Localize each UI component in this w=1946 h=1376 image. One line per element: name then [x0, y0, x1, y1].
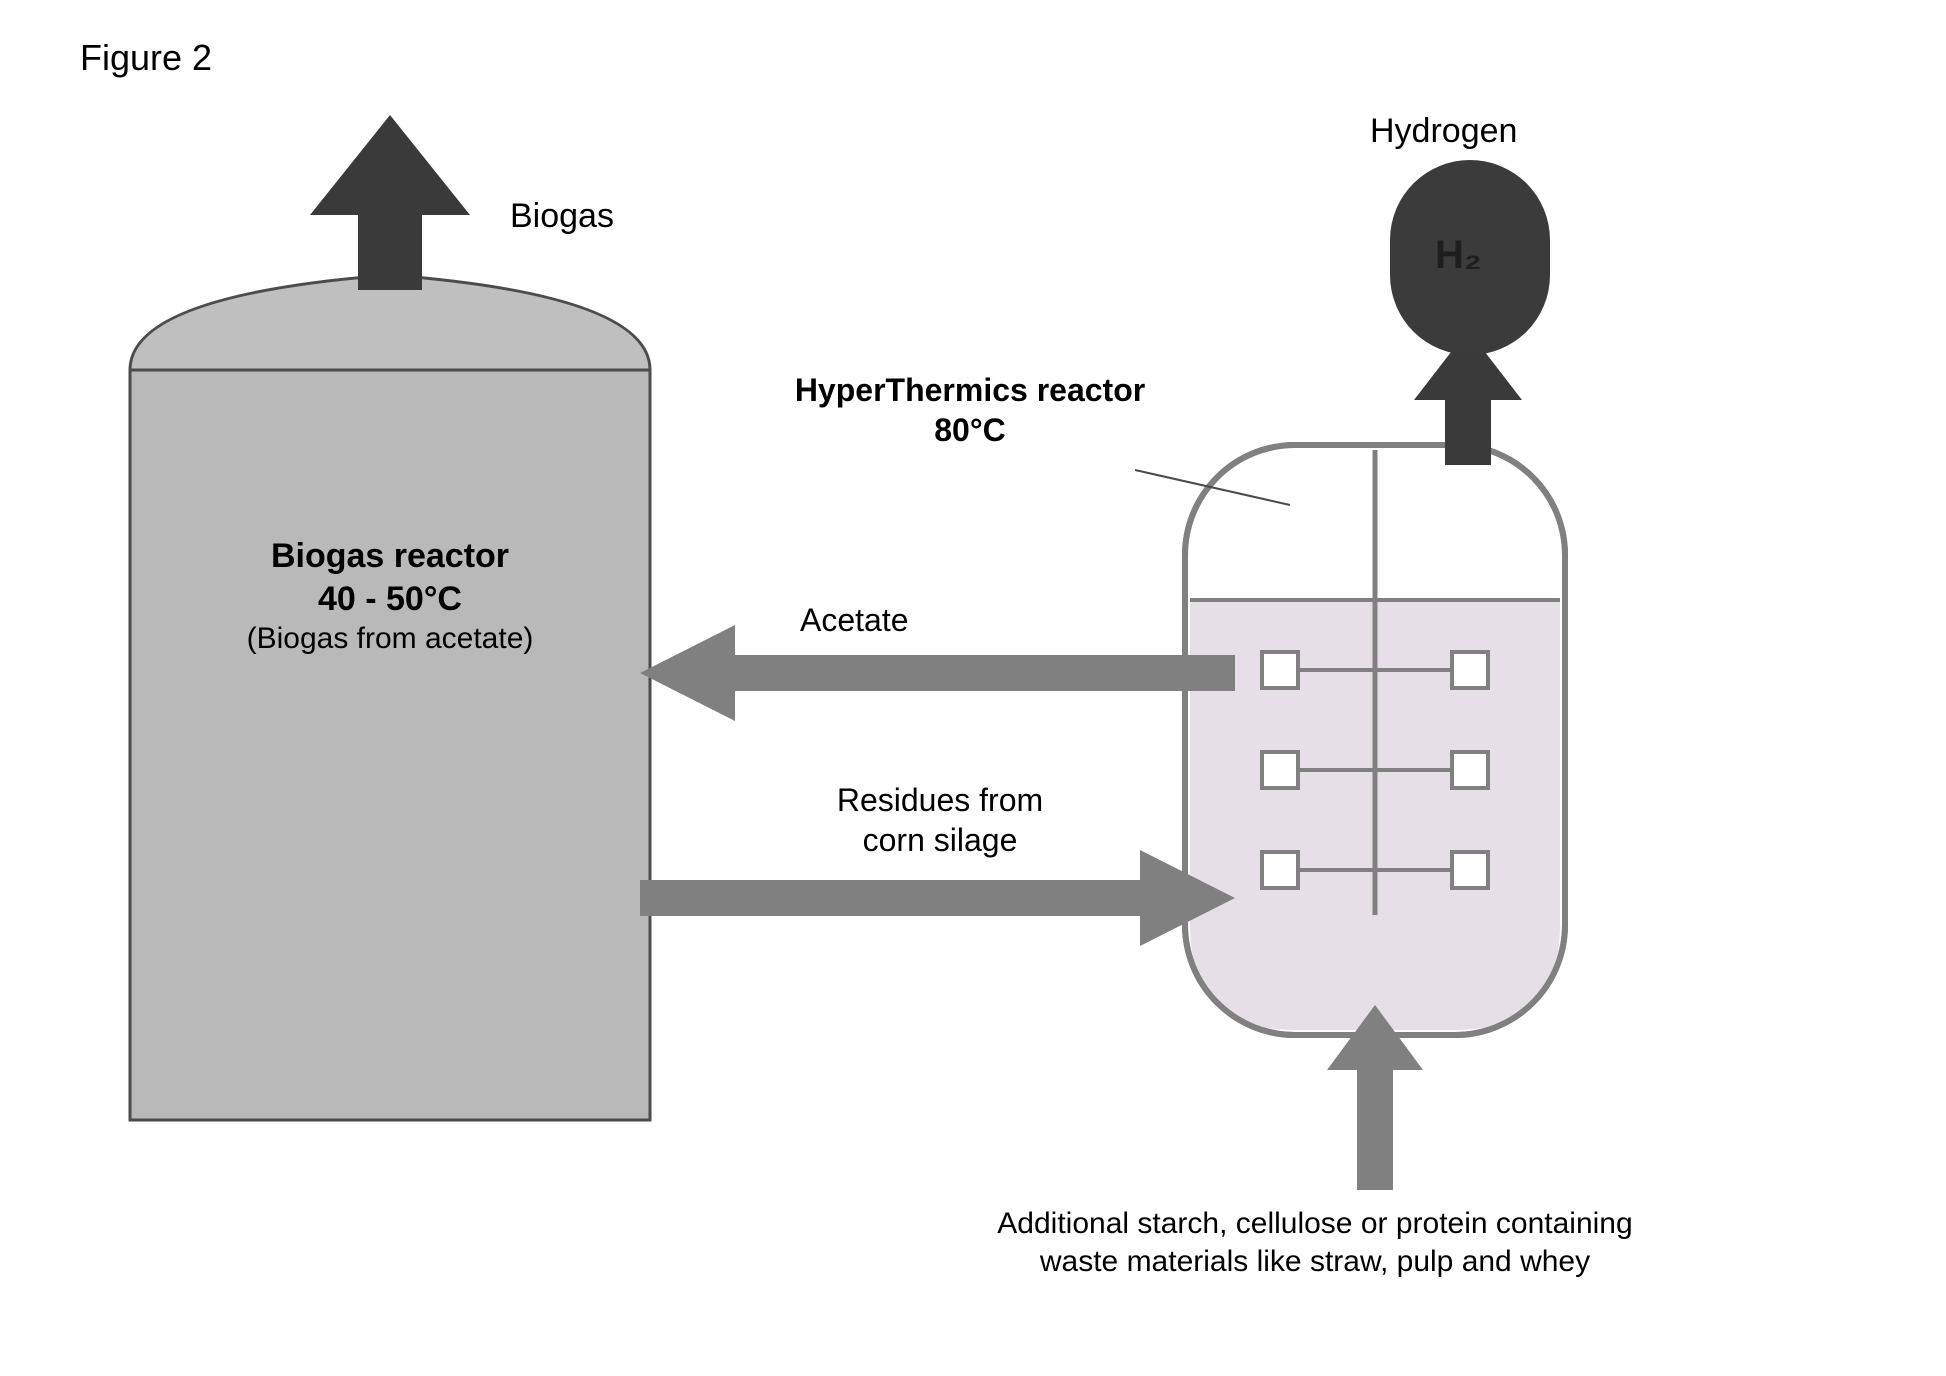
residues-line2: corn silage: [863, 822, 1018, 858]
residues-line1: Residues from: [837, 782, 1043, 818]
biogas-label: Biogas: [510, 195, 614, 238]
hyper-reactor-title: HyperThermics reactor 80°C: [790, 370, 1150, 450]
hyper-reactor: [1185, 445, 1565, 1035]
figure-title: Figure 2: [80, 35, 212, 80]
residues-arrow: [640, 850, 1235, 946]
bottom-line2: waste materials like straw, pulp and whe…: [1040, 1245, 1590, 1278]
h2-bubble-text: H₂: [1435, 230, 1482, 280]
residues-label: Residues from corn silage: [800, 780, 1080, 860]
biogas-out-arrow: [310, 115, 470, 290]
hydrogen-label: Hydrogen: [1370, 110, 1517, 153]
acetate-arrow: [640, 625, 1235, 721]
biogas-reactor-name: Biogas reactor: [130, 535, 650, 578]
hyper-reactor-name: HyperThermics reactor: [790, 370, 1150, 410]
biogas-reactor-sub: (Biogas from acetate): [130, 620, 650, 658]
bottom-feed-label: Additional starch, cellulose or protein …: [790, 1205, 1840, 1280]
hyper-reactor-temp: 80°C: [790, 410, 1150, 450]
biogas-reactor: [130, 275, 650, 1120]
biogas-reactor-temp: 40 - 50°C: [130, 578, 650, 621]
biogas-reactor-title: Biogas reactor 40 - 50°C (Biogas from ac…: [130, 535, 650, 658]
acetate-label: Acetate: [800, 600, 909, 640]
diagram-svg: [0, 0, 1946, 1371]
bottom-line1: Additional starch, cellulose or protein …: [997, 1207, 1632, 1240]
